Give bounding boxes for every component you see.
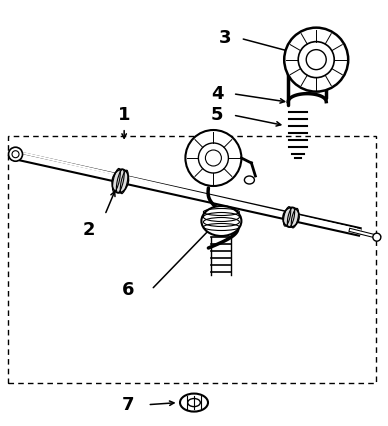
Circle shape [9, 147, 23, 161]
Text: 4: 4 [211, 85, 223, 103]
Circle shape [306, 50, 326, 69]
Circle shape [198, 143, 229, 173]
Circle shape [298, 42, 334, 78]
Circle shape [284, 28, 348, 92]
Text: 5: 5 [211, 106, 223, 124]
Circle shape [205, 150, 222, 166]
Text: 1: 1 [118, 106, 130, 124]
Ellipse shape [188, 398, 200, 407]
Ellipse shape [201, 206, 241, 236]
Ellipse shape [180, 394, 208, 412]
Text: 3: 3 [219, 29, 231, 47]
Text: 2: 2 [83, 221, 95, 239]
Ellipse shape [244, 176, 255, 184]
Text: 7: 7 [122, 396, 134, 414]
Circle shape [373, 233, 381, 241]
Circle shape [185, 130, 241, 186]
Ellipse shape [283, 207, 299, 227]
Text: 6: 6 [122, 281, 134, 299]
Bar [8, 136, 376, 383]
Circle shape [12, 151, 19, 158]
Ellipse shape [112, 169, 128, 193]
